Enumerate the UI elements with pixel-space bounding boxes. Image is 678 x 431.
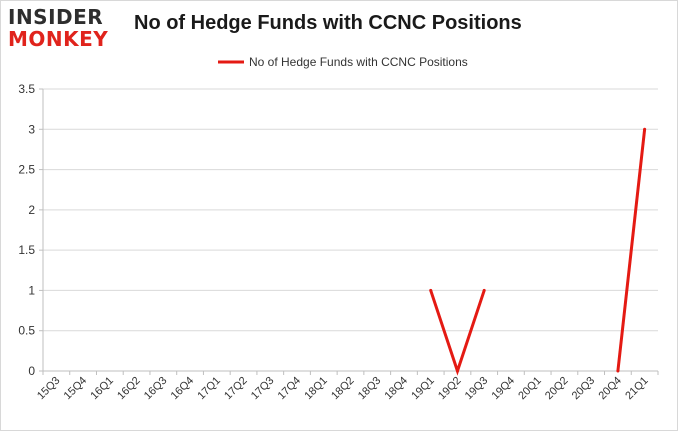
x-tick-label: 16Q2 <box>115 375 143 403</box>
x-tick-label: 18Q1 <box>302 375 330 403</box>
series-line <box>616 129 647 372</box>
x-tick-label: 19Q4 <box>490 375 518 403</box>
x-tick-label: 17Q3 <box>249 375 277 403</box>
y-tick-label: 2.5 <box>18 163 35 177</box>
data-point <box>429 288 433 292</box>
data-point <box>616 369 620 373</box>
x-tick-label: 19Q1 <box>409 375 437 403</box>
y-tick-label: 0.5 <box>18 324 35 338</box>
x-tick-label: 18Q3 <box>356 375 384 403</box>
y-tick-label: 1.5 <box>18 243 35 257</box>
logo-text-bottom: MONKEY <box>8 27 109 51</box>
y-tick-label: 3 <box>28 122 35 136</box>
legend-label: No of Hedge Funds with CCNC Positions <box>249 55 468 69</box>
x-tick-label: 17Q4 <box>276 375 304 403</box>
x-tick-label: 20Q4 <box>596 375 624 403</box>
y-tick-label: 1 <box>28 283 35 297</box>
y-tick-label: 0 <box>28 364 35 378</box>
x-tick-label: 18Q4 <box>383 375 411 403</box>
y-tick-label: 2 <box>28 203 35 217</box>
insider-monkey-logo: INSIDER MONKEY <box>8 6 126 56</box>
x-tick-label: 15Q4 <box>62 375 90 403</box>
data-point <box>455 369 459 373</box>
x-tick-label: 20Q2 <box>543 375 571 403</box>
x-tick-label: 16Q4 <box>169 375 197 403</box>
x-tick-label: 16Q3 <box>142 375 170 403</box>
x-tick-label: 21Q1 <box>623 375 651 403</box>
data-point <box>643 127 647 131</box>
x-tick-label: 16Q1 <box>88 375 116 403</box>
y-tick-label: 3.5 <box>18 82 35 96</box>
x-tick-label: 15Q3 <box>35 375 63 403</box>
x-tick-label: 19Q2 <box>436 375 464 403</box>
x-tick-label: 20Q3 <box>570 375 598 403</box>
x-tick-label: 20Q1 <box>516 375 544 403</box>
data-point <box>482 288 486 292</box>
x-tick-label: 19Q3 <box>463 375 491 403</box>
x-tick-label: 17Q2 <box>222 375 250 403</box>
x-tick-label: 18Q2 <box>329 375 357 403</box>
x-tick-label: 17Q1 <box>195 375 223 403</box>
logo-text-top: INSIDER <box>8 5 104 29</box>
chart-title: No of Hedge Funds with CCNC Positions <box>134 12 522 34</box>
